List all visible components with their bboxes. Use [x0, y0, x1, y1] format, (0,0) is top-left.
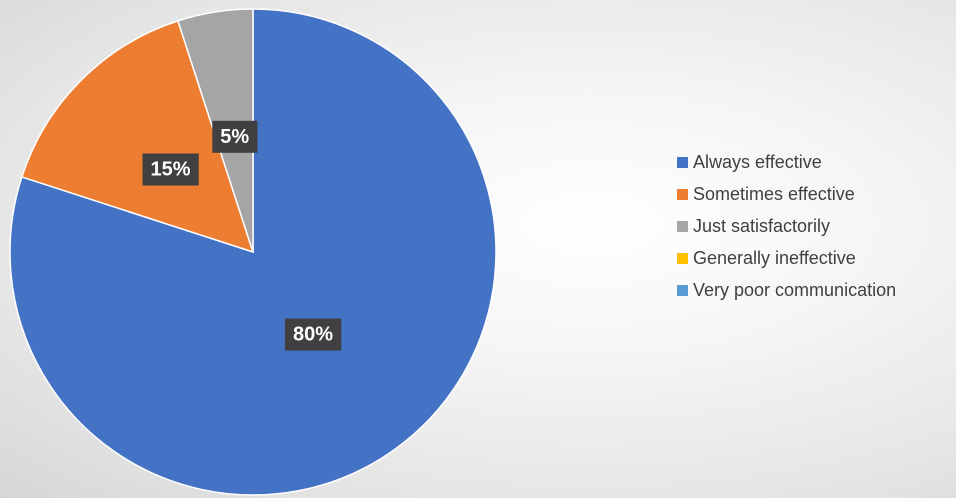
data-label-text: 5%: [220, 126, 249, 148]
data-label-box: [212, 120, 258, 153]
data-label-text: 80%: [293, 324, 333, 346]
legend: Always effective Sometimes effective Jus…: [677, 146, 896, 306]
legend-label: Generally ineffective: [693, 247, 856, 268]
data-label-always-effective: 80%: [284, 318, 342, 351]
pie-slice-always-effective: [9, 8, 497, 496]
legend-item-generally-ineffective: Generally ineffective: [677, 242, 896, 274]
legend-label: Sometimes effective: [693, 183, 855, 204]
data-label-text: 15%: [151, 159, 191, 181]
legend-swatch-generally-ineffective: [677, 252, 688, 264]
legend-swatch-always-effective: [677, 156, 688, 168]
legend-item-always-effective: Always effective: [677, 146, 896, 178]
legend-swatch-very-poor-communication: [677, 284, 688, 296]
legend-label: Very poor communication: [693, 279, 897, 300]
legend-item-sometimes-effective: Sometimes effective: [677, 178, 896, 210]
legend-item-just-satisfactorily: Just satisfactorily: [677, 210, 896, 242]
data-label-just-satisfactorily: 5%: [212, 120, 258, 153]
data-label-sometimes-effective: 15%: [142, 153, 199, 186]
legend-label: Just satisfactorily: [693, 215, 831, 236]
pie-data-labels: 80% 15% 5%: [142, 120, 342, 351]
pie-slices: [9, 8, 497, 496]
legend-swatch-sometimes-effective: [677, 188, 688, 200]
legend-label: Always effective: [693, 151, 822, 172]
pie-slice-sometimes-effective: [20, 19, 255, 254]
legend-item-very-poor-communication: Very poor communication: [677, 274, 896, 306]
data-label-box: [284, 318, 342, 351]
data-label-box: [142, 153, 199, 186]
legend-swatch-just-satisfactorily: [677, 220, 688, 232]
